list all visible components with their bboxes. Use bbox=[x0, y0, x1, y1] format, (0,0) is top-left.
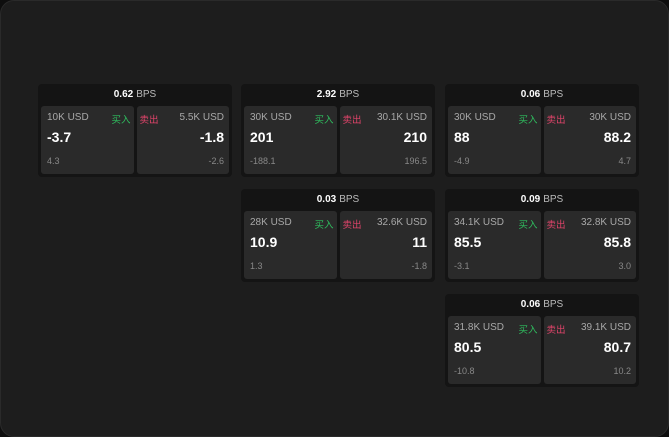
bid-change: -188.1 bbox=[250, 156, 276, 166]
bid-size: 30K USD bbox=[250, 112, 292, 123]
bid-change: 4.3 bbox=[47, 156, 60, 166]
bid-change: -10.8 bbox=[454, 366, 475, 376]
buy-label: 买入 bbox=[518, 325, 538, 336]
ask-change: -2.6 bbox=[208, 156, 224, 166]
spread-value: 0.03 bbox=[316, 194, 337, 205]
ask-size: 32.8K USD bbox=[580, 217, 631, 228]
spread-unit: BPS bbox=[339, 194, 360, 205]
sell-label: 卖出 bbox=[342, 220, 362, 231]
buy-label: 买入 bbox=[518, 220, 538, 231]
buy-label: 买入 bbox=[314, 220, 334, 231]
ask-price: 11 bbox=[412, 234, 427, 250]
bid-change: -3.1 bbox=[454, 261, 470, 271]
spread-value: 0.09 bbox=[520, 194, 541, 205]
sell-card[interactable]: 卖出 30K USD 88.2 4.7 bbox=[543, 106, 636, 174]
spread-unit: BPS bbox=[543, 89, 564, 100]
quote-panel: 0.09 BPS 34.1K USD 买入 85.5 -3.1 卖出 32.8K … bbox=[445, 189, 639, 282]
sell-label: 卖出 bbox=[546, 220, 566, 231]
quote-panel: 0.03 BPS 28K USD 买入 10.9 1.3 卖出 32.6K USD… bbox=[241, 189, 435, 282]
buy-card[interactable]: 30K USD 买入 201 -188.1 bbox=[244, 106, 337, 174]
ask-change: 4.7 bbox=[618, 156, 631, 166]
spread-header: 2.92 BPS bbox=[241, 84, 435, 106]
sell-card[interactable]: 卖出 30.1K USD 210 196.5 bbox=[339, 106, 432, 174]
spread-value: 0.06 bbox=[520, 299, 541, 310]
ask-size: 32.6K USD bbox=[376, 217, 427, 228]
ask-change: -1.8 bbox=[411, 261, 427, 271]
spread-unit: BPS bbox=[543, 299, 564, 310]
ask-size: 30K USD bbox=[589, 112, 631, 123]
buy-card[interactable]: 10K USD 买入 -3.7 4.3 bbox=[41, 106, 134, 174]
spread-header: 0.06 BPS bbox=[445, 84, 639, 106]
ask-change: 10.2 bbox=[613, 366, 631, 376]
sell-label: 卖出 bbox=[546, 325, 566, 336]
buy-label: 买入 bbox=[518, 115, 538, 126]
ask-change: 3.0 bbox=[618, 261, 631, 271]
ask-price: 80.7 bbox=[603, 339, 631, 355]
bid-price: 80.5 bbox=[454, 339, 482, 355]
sell-card[interactable]: 卖出 32.6K USD 11 -1.8 bbox=[339, 211, 432, 279]
ask-size: 39.1K USD bbox=[580, 322, 631, 333]
buy-label: 买入 bbox=[111, 115, 131, 126]
bid-size: 28K USD bbox=[250, 217, 292, 228]
bid-change: -4.9 bbox=[454, 156, 470, 166]
buy-card[interactable]: 34.1K USD 买入 85.5 -3.1 bbox=[448, 211, 541, 279]
sell-label: 卖出 bbox=[342, 115, 362, 126]
bid-size: 30K USD bbox=[454, 112, 496, 123]
quote-panel: 0.62 BPS 10K USD 买入 -3.7 4.3 卖出 5.5K USD … bbox=[38, 84, 232, 177]
buy-card[interactable]: 30K USD 买入 88 -4.9 bbox=[448, 106, 541, 174]
bid-price: 85.5 bbox=[454, 234, 482, 250]
spread-header: 0.09 BPS bbox=[445, 189, 639, 211]
spread-header: 0.62 BPS bbox=[38, 84, 232, 106]
ask-price: 210 bbox=[403, 129, 427, 145]
quote-panel: 0.06 BPS 30K USD 买入 88 -4.9 卖出 30K USD 88… bbox=[445, 84, 639, 177]
bid-price: 201 bbox=[250, 129, 274, 145]
quote-panel: 2.92 BPS 30K USD 买入 201 -188.1 卖出 30.1K U… bbox=[241, 84, 435, 177]
sell-label: 卖出 bbox=[546, 115, 566, 126]
bid-change: 1.3 bbox=[250, 261, 263, 271]
ask-price: 88.2 bbox=[603, 129, 631, 145]
buy-label: 买入 bbox=[314, 115, 334, 126]
spread-header: 0.06 BPS bbox=[445, 294, 639, 316]
ask-size: 30.1K USD bbox=[376, 112, 427, 123]
ask-price: -1.8 bbox=[199, 129, 224, 145]
buy-card[interactable]: 31.8K USD 买入 80.5 -10.8 bbox=[448, 316, 541, 384]
spread-value: 0.06 bbox=[520, 89, 541, 100]
ask-price: 85.8 bbox=[603, 234, 631, 250]
spread-header: 0.03 BPS bbox=[241, 189, 435, 211]
spread-value: 0.62 bbox=[113, 89, 134, 100]
sell-card[interactable]: 卖出 32.8K USD 85.8 3.0 bbox=[543, 211, 636, 279]
ask-change: 196.5 bbox=[404, 156, 427, 166]
bid-size: 34.1K USD bbox=[454, 217, 505, 228]
bid-price: -3.7 bbox=[47, 129, 72, 145]
sell-card[interactable]: 卖出 39.1K USD 80.7 10.2 bbox=[543, 316, 636, 384]
buy-card[interactable]: 28K USD 买入 10.9 1.3 bbox=[244, 211, 337, 279]
bid-price: 10.9 bbox=[250, 234, 278, 250]
spread-unit: BPS bbox=[339, 89, 360, 100]
bid-price: 88 bbox=[454, 129, 470, 145]
spread-unit: BPS bbox=[136, 89, 157, 100]
bid-size: 31.8K USD bbox=[454, 322, 505, 333]
sell-card[interactable]: 卖出 5.5K USD -1.8 -2.6 bbox=[136, 106, 229, 174]
quote-panel: 0.06 BPS 31.8K USD 买入 80.5 -10.8 卖出 39.1K… bbox=[445, 294, 639, 387]
sell-label: 卖出 bbox=[139, 115, 159, 126]
ask-size: 5.5K USD bbox=[179, 112, 224, 123]
spread-unit: BPS bbox=[543, 194, 564, 205]
spread-value: 2.92 bbox=[316, 89, 337, 100]
bid-size: 10K USD bbox=[47, 112, 89, 123]
